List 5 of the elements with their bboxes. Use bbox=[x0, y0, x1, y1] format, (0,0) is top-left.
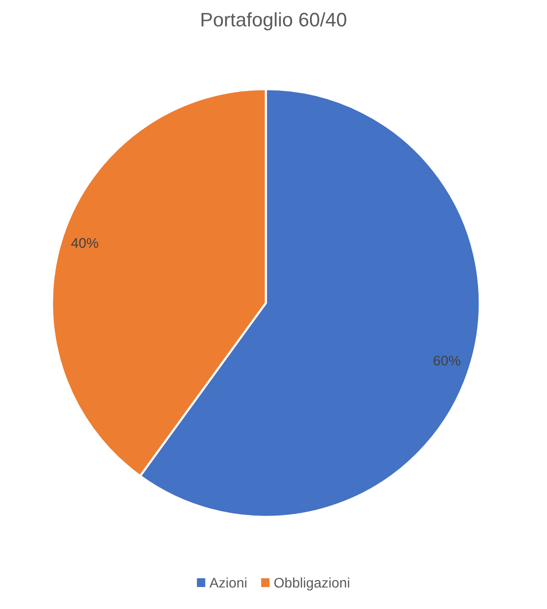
data-label: 60% bbox=[434, 356, 460, 366]
legend-label: Azioni bbox=[209, 577, 246, 588]
legend-label: Obbligazioni bbox=[274, 577, 350, 590]
data-label: 40% bbox=[71, 238, 98, 248]
chart-title: Portafoglio 60/40 bbox=[202, 12, 346, 30]
